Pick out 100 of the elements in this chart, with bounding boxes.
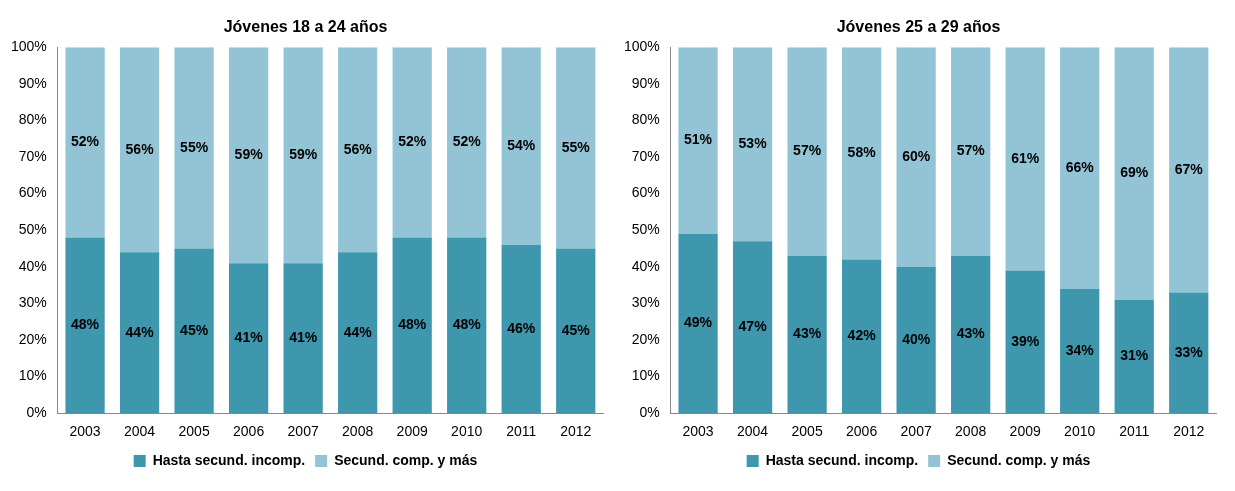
data-label: 48%	[398, 316, 427, 333]
y-tick-label: 30%	[18, 294, 47, 311]
chart-title: Jóvenes 25 a 29 años	[836, 18, 1001, 36]
x-tick-label: 2006	[846, 423, 878, 440]
data-label: 56%	[343, 140, 373, 157]
bar	[1169, 292, 1209, 414]
data-label: 44%	[125, 323, 155, 340]
bar	[174, 248, 214, 414]
x-tick-label: 2003	[682, 423, 714, 440]
bar	[65, 47, 105, 238]
bar	[787, 255, 827, 414]
bar	[119, 47, 160, 253]
bar	[392, 237, 432, 414]
x-tick-label: 2005	[791, 423, 823, 440]
x-tick-label: 2010	[451, 423, 483, 440]
y-tick-label: 0%	[639, 404, 660, 421]
y-tick-label: 30%	[631, 294, 660, 311]
data-label: 48%	[71, 316, 100, 333]
data-label: 45%	[561, 321, 591, 338]
bar	[1114, 299, 1154, 414]
bar	[1060, 288, 1100, 414]
data-label: 40%	[902, 330, 931, 347]
legend-label: Secund. comp. y más	[947, 451, 1091, 468]
x-tick-label: 2004	[737, 423, 769, 440]
data-label: 31%	[1120, 347, 1149, 364]
bar	[229, 47, 269, 264]
x-tick-label: 2003	[69, 423, 101, 440]
bar	[896, 47, 936, 267]
data-label: 55%	[561, 138, 591, 155]
y-tick-label: 20%	[631, 330, 660, 347]
bar	[951, 47, 991, 256]
bar	[732, 47, 773, 242]
x-tick-label: 2007	[900, 423, 932, 440]
y-tick-label: 80%	[18, 111, 47, 128]
chart-title: Jóvenes 18 a 24 años	[223, 18, 388, 36]
bar	[732, 241, 773, 414]
bar	[283, 47, 323, 264]
bar	[1005, 270, 1045, 414]
bar	[1005, 47, 1045, 271]
bar	[283, 263, 323, 414]
x-tick-label: 2008	[955, 423, 987, 440]
y-tick-label: 50%	[18, 221, 47, 238]
data-label: 46%	[507, 319, 536, 336]
data-label: 33%	[1174, 343, 1204, 360]
legend-label: Hasta secund. incomp.	[152, 451, 306, 468]
y-tick-label: 60%	[18, 184, 47, 201]
data-label: 52%	[398, 133, 427, 150]
y-tick-label: 40%	[18, 257, 47, 274]
data-label: 51%	[684, 131, 713, 148]
x-tick-label: 2008	[342, 423, 374, 440]
bar	[1060, 47, 1100, 289]
bar	[842, 47, 882, 260]
bar	[556, 248, 596, 414]
data-label: 45%	[180, 321, 209, 338]
data-label: 43%	[793, 325, 822, 342]
data-label: 54%	[507, 136, 536, 153]
y-tick-label: 60%	[631, 184, 660, 201]
y-tick-label: 100%	[10, 38, 47, 55]
data-label: 47%	[738, 318, 768, 335]
y-tick-label: 10%	[18, 367, 47, 384]
data-label: 69%	[1120, 164, 1149, 181]
bar	[338, 47, 378, 253]
data-label: 59%	[234, 146, 264, 163]
x-tick-label: 2009	[1009, 423, 1041, 440]
bar	[951, 255, 991, 414]
data-label: 58%	[847, 144, 877, 161]
y-tick-label: 70%	[18, 147, 47, 164]
data-label: 55%	[180, 138, 209, 155]
data-label: 39%	[1011, 332, 1040, 349]
data-label: 43%	[956, 325, 986, 342]
bar	[229, 263, 269, 414]
data-label: 53%	[738, 135, 768, 152]
bar	[338, 252, 378, 414]
data-label: 41%	[234, 329, 264, 346]
x-tick-label: 2011	[1119, 423, 1150, 440]
x-tick-label: 2005	[178, 423, 210, 440]
bar	[119, 252, 160, 414]
data-label: 67%	[1174, 160, 1204, 177]
bar	[842, 259, 882, 414]
data-label: 49%	[684, 314, 713, 331]
data-label: 42%	[847, 327, 877, 344]
bar	[65, 237, 105, 414]
data-label: 61%	[1011, 149, 1040, 166]
y-tick-label: 90%	[631, 74, 660, 91]
bar	[896, 266, 936, 414]
x-tick-label: 2009	[396, 423, 428, 440]
bar	[1169, 47, 1209, 293]
data-label: 59%	[289, 146, 318, 163]
bar	[447, 47, 487, 238]
y-tick-label: 20%	[18, 330, 47, 347]
bar	[174, 47, 214, 249]
x-tick-label: 2012	[560, 423, 592, 440]
data-label: 34%	[1065, 341, 1095, 358]
bar	[501, 47, 541, 245]
data-label: 48%	[452, 316, 482, 333]
y-tick-label: 10%	[631, 367, 660, 384]
bar	[392, 47, 432, 238]
data-label: 57%	[956, 142, 986, 159]
data-label: 44%	[343, 323, 373, 340]
y-tick-label: 50%	[631, 221, 660, 238]
